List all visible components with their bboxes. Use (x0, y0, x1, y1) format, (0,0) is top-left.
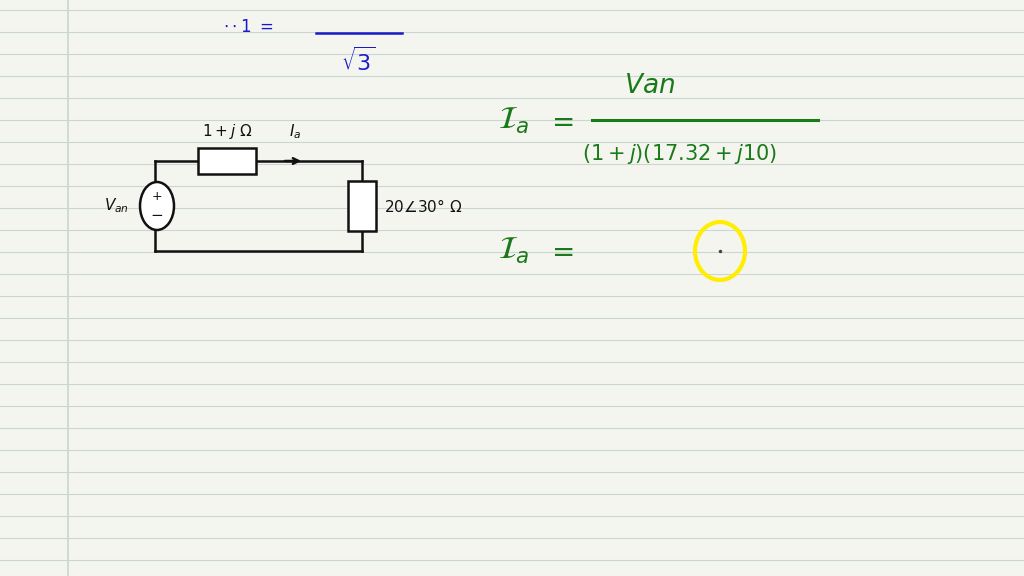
Text: $=$: $=$ (546, 108, 573, 135)
Text: $=$: $=$ (546, 237, 573, 264)
Text: $\cdot\cdot 1\ =$: $\cdot\cdot 1\ =$ (223, 20, 273, 36)
Text: $20\angle30°\ \Omega$: $20\angle30°\ \Omega$ (384, 198, 462, 214)
Text: $\mathcal{I}_a$: $\mathcal{I}_a$ (498, 105, 529, 137)
Bar (348, 181, 376, 231)
Text: $(1+j)(17.32+j10)$: $(1+j)(17.32+j10)$ (583, 142, 777, 166)
Text: $V_{an}$: $V_{an}$ (104, 196, 129, 215)
Ellipse shape (140, 182, 174, 230)
Bar (198, 148, 256, 174)
Text: $1+j\ \Omega$: $1+j\ \Omega$ (202, 122, 252, 141)
Text: −: − (151, 209, 164, 223)
Text: $\mathcal{I}_a$: $\mathcal{I}_a$ (498, 236, 529, 267)
Text: +: + (152, 191, 163, 203)
Text: $\sqrt{3}$: $\sqrt{3}$ (341, 47, 375, 75)
Text: $Van$: $Van$ (625, 73, 676, 98)
Text: $I_a$: $I_a$ (289, 122, 301, 141)
